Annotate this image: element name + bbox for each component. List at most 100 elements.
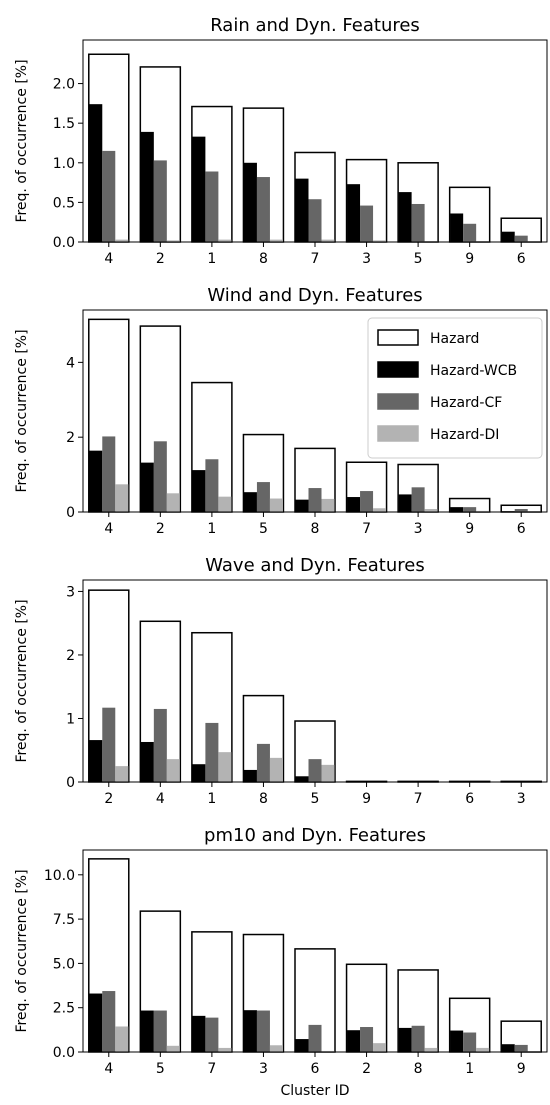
bar-hazard-di — [166, 493, 180, 512]
bar-hazard-wcb — [192, 470, 206, 512]
y-tick-label: 0 — [66, 775, 75, 791]
x-tick-label: 1 — [207, 251, 216, 267]
x-axis-label: Cluster ID — [280, 1083, 349, 1099]
bar-hazard-di — [115, 239, 129, 242]
bar-hazard-di — [218, 752, 232, 782]
bar-hazard-cf — [102, 707, 116, 782]
bar-hazard-cf — [308, 488, 322, 512]
bar-hazard-di — [321, 239, 335, 242]
bar-hazard-di — [269, 498, 283, 512]
legend-label: Hazard-CF — [430, 395, 502, 411]
bar-hazard-di — [115, 1026, 129, 1052]
x-tick-label: 3 — [414, 521, 423, 537]
x-tick-label: 5 — [156, 1061, 165, 1077]
bar-hazard-di — [218, 496, 232, 512]
x-tick-label: 3 — [362, 251, 371, 267]
bar-hazard-wcb — [295, 776, 309, 782]
chart-title: Wave and Dyn. Features — [205, 555, 424, 576]
bar-hazard-cf — [463, 223, 477, 242]
bar-hazard-di — [424, 1047, 438, 1052]
bar-hazard-cf — [360, 205, 374, 242]
bar-hazard-wcb — [347, 1030, 361, 1052]
bar-hazard-wcb — [89, 740, 103, 782]
bar-hazard-wcb — [295, 499, 309, 512]
bar-hazard-wcb — [243, 1010, 257, 1052]
x-tick-label: 2 — [104, 791, 113, 807]
y-tick-label: 0.0 — [53, 235, 75, 251]
bar-hazard-wcb — [450, 213, 464, 242]
y-tick-label: 2.0 — [53, 77, 75, 93]
bar-hazard-di — [424, 509, 438, 512]
bar-hazard-cf — [102, 991, 116, 1052]
y-axis-label: Freq. of occurrence [%] — [14, 869, 30, 1032]
x-tick-label: 9 — [517, 1061, 526, 1077]
bar-hazard-wcb — [501, 231, 515, 242]
x-tick-label: 8 — [414, 1061, 423, 1077]
x-tick-label: 4 — [156, 791, 165, 807]
bar-hazard-wcb — [347, 184, 361, 242]
bar-hazard-di — [476, 510, 490, 512]
bar-hazard-wcb — [140, 1010, 154, 1052]
x-tick-label: 9 — [465, 521, 474, 537]
y-axis-label: Freq. of occurrence [%] — [14, 599, 30, 762]
legend-label: Hazard — [430, 331, 479, 347]
bar-hazard-wcb — [243, 492, 257, 512]
bar-hazard-di — [269, 239, 283, 242]
bar-hazard-di — [321, 1050, 335, 1052]
y-tick-label: 1.5 — [53, 116, 75, 132]
x-tick-label: 1 — [207, 791, 216, 807]
bar-hazard-cf — [308, 1024, 322, 1052]
x-tick-label: 9 — [465, 251, 474, 267]
legend-swatch — [377, 329, 419, 346]
bar-hazard-cf — [102, 150, 116, 242]
x-tick-label: 6 — [517, 521, 526, 537]
y-tick-label: 0.0 — [53, 1045, 75, 1061]
x-tick-label: 4 — [104, 521, 113, 537]
bar-hazard-wcb — [450, 1030, 464, 1052]
bar-hazard-cf — [360, 491, 374, 512]
bar-hazard-di — [476, 1047, 490, 1052]
bar-hazard-cf — [205, 722, 219, 782]
chart-title: pm10 and Dyn. Features — [204, 825, 426, 846]
bar-hazard-cf — [256, 743, 270, 782]
bar-hazard-di — [373, 240, 387, 242]
y-axis-label: Freq. of occurrence [%] — [14, 59, 30, 222]
bar-hazard-cf — [205, 1017, 219, 1052]
x-tick-label: 8 — [259, 791, 268, 807]
x-tick-label: 3 — [259, 1061, 268, 1077]
bar-hazard-wcb — [295, 178, 309, 242]
bar-hazard-di — [166, 240, 180, 242]
bar-hazard-cf — [256, 482, 270, 512]
legend-label: Hazard-DI — [430, 427, 499, 443]
y-tick-label: 1.0 — [53, 156, 75, 172]
x-tick-label: 5 — [311, 791, 320, 807]
bar-hazard-cf — [514, 235, 528, 242]
y-tick-label: 2.5 — [53, 1001, 75, 1017]
legend-swatch — [377, 393, 419, 410]
legend-swatch — [377, 361, 419, 378]
bar-hazard-wcb — [398, 494, 412, 512]
y-tick-label: 0.5 — [53, 195, 75, 211]
y-tick-label: 4 — [66, 355, 75, 371]
legend-label: Hazard-WCB — [430, 363, 517, 379]
y-tick-label: 7.5 — [53, 912, 75, 928]
bar-hazard-wcb — [295, 1039, 309, 1052]
x-tick-label: 2 — [156, 521, 165, 537]
bar-hazard-wcb — [140, 131, 154, 242]
x-tick-label: 6 — [465, 791, 474, 807]
bar-hazard-wcb — [89, 104, 103, 242]
x-tick-label: 2 — [362, 1061, 371, 1077]
bar-hazard-wcb — [450, 507, 464, 512]
x-tick-label: 5 — [259, 521, 268, 537]
bar-hazard-wcb — [501, 1044, 515, 1052]
bar-hazard-cf — [308, 759, 322, 782]
bar-hazard-wcb — [89, 993, 103, 1052]
x-tick-label: 4 — [104, 1061, 113, 1077]
chart-title: Rain and Dyn. Features — [210, 15, 420, 36]
bar-hazard-cf — [205, 171, 219, 242]
x-tick-label: 1 — [207, 521, 216, 537]
bar-hazard-cf — [411, 203, 425, 242]
bar-hazard-wcb — [192, 1015, 206, 1052]
bar-hazard-cf — [360, 1027, 374, 1052]
